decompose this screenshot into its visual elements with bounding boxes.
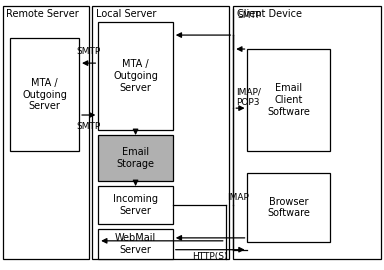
Bar [247,173,330,242]
Text: MTA /
Outgoing
Server: MTA / Outgoing Server [22,78,67,111]
Text: Client Device: Client Device [237,9,302,19]
Text: SMTP: SMTP [237,11,262,21]
Text: MTA /
Outgoing
Server: MTA / Outgoing Server [113,59,158,93]
Bar [10,38,79,151]
Text: Remote Server: Remote Server [7,9,79,19]
Text: SMTP: SMTP [76,122,101,131]
Bar [247,49,330,151]
Bar [98,22,173,130]
Text: Local Server: Local Server [96,9,156,19]
Text: WebMail
Server: WebMail Server [115,233,156,255]
Text: SMTP: SMTP [76,48,101,56]
Bar [98,135,173,181]
Text: IMAP/
POP3: IMAP/ POP3 [237,87,261,107]
Text: Email
Storage: Email Storage [117,147,155,169]
Bar [98,229,173,259]
Text: Incoming
Server: Incoming Server [113,194,158,216]
Text: HTTP(S): HTTP(S) [192,252,228,261]
Text: Email
Client
Software: Email Client Software [267,83,310,117]
Bar [3,6,89,259]
Text: Browser
Software: Browser Software [267,197,310,218]
Bar [92,6,230,259]
Text: IMAP: IMAP [228,193,250,202]
Bar [233,6,381,259]
Bar [98,186,173,224]
